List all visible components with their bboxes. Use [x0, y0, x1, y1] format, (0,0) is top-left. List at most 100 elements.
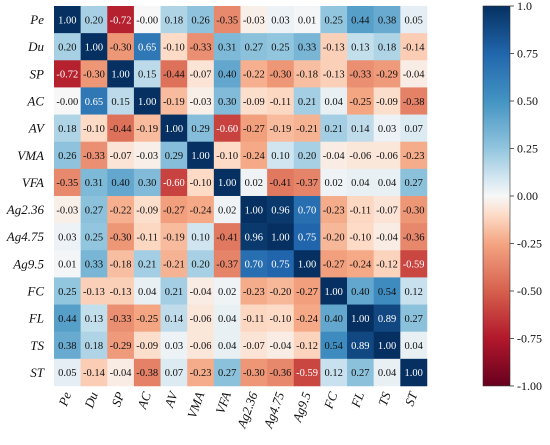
heatmap-cell-av-ag2-36 — [240, 114, 268, 142]
row-label-ac: AC — [26, 93, 44, 108]
heatmap-value-label: 0.75 — [271, 260, 289, 271]
heatmap-value-label: -0.11 — [270, 97, 291, 108]
heatmap-cell-ts-sp — [107, 331, 135, 360]
heatmap-value-label: 0.29 — [191, 124, 209, 135]
heatmap-cell-du-ts — [373, 33, 401, 61]
heatmap-cell-av-vma — [187, 114, 215, 142]
heatmap-cell-fc-vma — [187, 277, 215, 305]
heatmap-cell-vfa-av — [160, 168, 188, 197]
heatmap-cell-ac-ts — [373, 87, 401, 115]
heatmap-cell-ag2-36-vma — [187, 195, 215, 224]
heatmap-cell-ag4-75-ag9-5 — [293, 223, 321, 251]
heatmap-value-label: -0.27 — [243, 124, 265, 135]
heatmap-value-label: 0.04 — [325, 97, 344, 108]
heatmap-cell-st-sp — [107, 358, 135, 387]
heatmap-value-label: -0.38 — [136, 368, 158, 379]
heatmap-value-label: 0.25 — [58, 287, 76, 298]
heatmap-value-label: -0.19 — [270, 124, 292, 135]
heatmap-cell-ag9-5-ag4-75 — [267, 250, 295, 278]
heatmap-cell-sp-ag2-36 — [240, 60, 268, 88]
heatmap-cell-du-sp — [107, 33, 135, 61]
heatmap-value-label: 0.40 — [111, 178, 129, 189]
heatmap-value-label: 0.03 — [58, 232, 76, 243]
heatmap-cell-vfa-vma — [187, 168, 215, 197]
heatmap-cell-vma-fc — [320, 141, 348, 170]
heatmap-value-label: -0.41 — [270, 178, 292, 189]
heatmap-cell-st-fc — [320, 358, 348, 387]
heatmap-value-label: 0.70 — [298, 205, 316, 216]
heatmap-value-label: -0.06 — [349, 151, 371, 162]
heatmap-cell-ag9-5-st — [400, 250, 428, 278]
heatmap-cell-ag4-75-vma — [187, 223, 215, 251]
heatmap-cell-du-pe — [54, 33, 81, 61]
heatmap-cell-ag4-75-fc — [320, 223, 348, 251]
heatmap-cell-ag2-36-fl — [347, 195, 374, 224]
heatmap-cell-ac-vma — [187, 87, 215, 115]
heatmap-value-label: -0.24 — [190, 205, 213, 216]
heatmap-value-label: 0.18 — [378, 43, 396, 54]
heatmap-value-label: 0.38 — [378, 15, 396, 26]
heatmap-cell-ag9-5-ts — [373, 250, 401, 278]
colorbar: 1.0 0.75 0.50 0.25 0.00 -0.25 -0.50 -0.75 -1.00 — [482, 0, 542, 393]
heatmap-value-label: 0.03 — [165, 341, 183, 352]
heatmap-value-label: -0.04 — [190, 287, 213, 298]
heatmap-value-label: 0.27 — [351, 368, 369, 379]
heatmap-value-label: -0.27 — [296, 287, 318, 298]
heatmap-value-label: -0.59 — [296, 368, 318, 379]
column-label-du: Du — [81, 389, 101, 410]
heatmap-cell-fl-av — [160, 304, 188, 332]
heatmap-cell-ts-ac — [133, 331, 161, 360]
heatmap-value-label: -0.13 — [83, 287, 105, 298]
heatmap-value-label: 0.20 — [85, 15, 103, 26]
heatmap-value-label: -0.10 — [216, 151, 238, 162]
heatmap-cell-vma-sp — [107, 141, 135, 170]
heatmap-cell-pe-ag9-5 — [293, 6, 321, 34]
heatmap-cell-du-ag2-36 — [240, 33, 268, 61]
heatmap-value-label: 0.89 — [351, 341, 369, 352]
heatmap-cell-du-ag9-5 — [293, 33, 321, 61]
heatmap-cell-ag2-36-fc — [320, 195, 348, 224]
colorbar-tick-label: 0.00 — [517, 189, 538, 203]
heatmap-value-label: -0.18 — [296, 70, 318, 81]
column-label-vma: VMA — [184, 390, 207, 420]
heatmap-value-label: -0.10 — [83, 124, 105, 135]
heatmap-cell-vma-du — [80, 141, 108, 170]
heatmap-cell-ag4-75-st — [400, 223, 428, 251]
heatmap-cell-ag2-36-ag9-5 — [293, 195, 321, 224]
heatmap-cell-st-ac — [133, 358, 161, 387]
heatmap-value-label: 0.07 — [165, 368, 183, 379]
heatmap-cell-st-ts — [373, 358, 401, 387]
heatmap-cell-du-du — [80, 33, 108, 61]
heatmap-value-label: -0.44 — [110, 124, 133, 135]
heatmap-value-label: -0.21 — [296, 124, 318, 135]
heatmap-cell-ac-av — [160, 87, 188, 115]
heatmap-value-label: 0.21 — [138, 260, 156, 271]
colorbar-tick-label: 0.75 — [517, 47, 538, 61]
heatmap-value-label: -0.23 — [323, 205, 345, 216]
heatmap-value-label: 0.30 — [218, 97, 236, 108]
colorbar-gradient — [482, 5, 511, 387]
heatmap-value-label: -0.36 — [403, 232, 425, 243]
heatmap-value-label: 0.13 — [351, 43, 369, 54]
heatmap-value-label: -0.13 — [110, 287, 132, 298]
heatmap-value-label: -0.09 — [376, 97, 398, 108]
heatmap-cell-vfa-ag4-75 — [267, 168, 295, 197]
heatmap-value-label: 1.00 — [378, 341, 396, 352]
heatmap-value-label: -0.00 — [56, 97, 78, 108]
heatmap-value-label: -0.13 — [323, 43, 345, 54]
heatmap-value-label: 0.02 — [218, 205, 236, 216]
heatmap-value-label: 0.25 — [325, 15, 343, 26]
heatmap-cell-fc-ag2-36 — [240, 277, 268, 305]
row-labels: Pe Du SP AC AV VMA VFA Ag2.36 Ag4.75 Ag9.5 FC FL TS S… — [6, 12, 46, 380]
heatmap-cell-sp-ac — [133, 60, 161, 88]
heatmap-value-label: 1.00 — [85, 43, 103, 54]
heatmap-cell-ag4-75-ts — [373, 223, 401, 251]
heatmap-cell-ag4-75-sp — [107, 223, 135, 251]
heatmap-value-label: -0.59 — [403, 260, 425, 271]
heatmap-cell-av-ag4-75 — [267, 114, 295, 142]
heatmap-cell-vma-ts — [373, 141, 401, 170]
heatmap-cell-vma-vfa — [213, 141, 241, 170]
heatmap-cell-ag2-36-av — [160, 195, 188, 224]
heatmap-value-label: -0.24 — [243, 151, 266, 162]
colorbar-tick-label: -1.00 — [517, 379, 542, 393]
